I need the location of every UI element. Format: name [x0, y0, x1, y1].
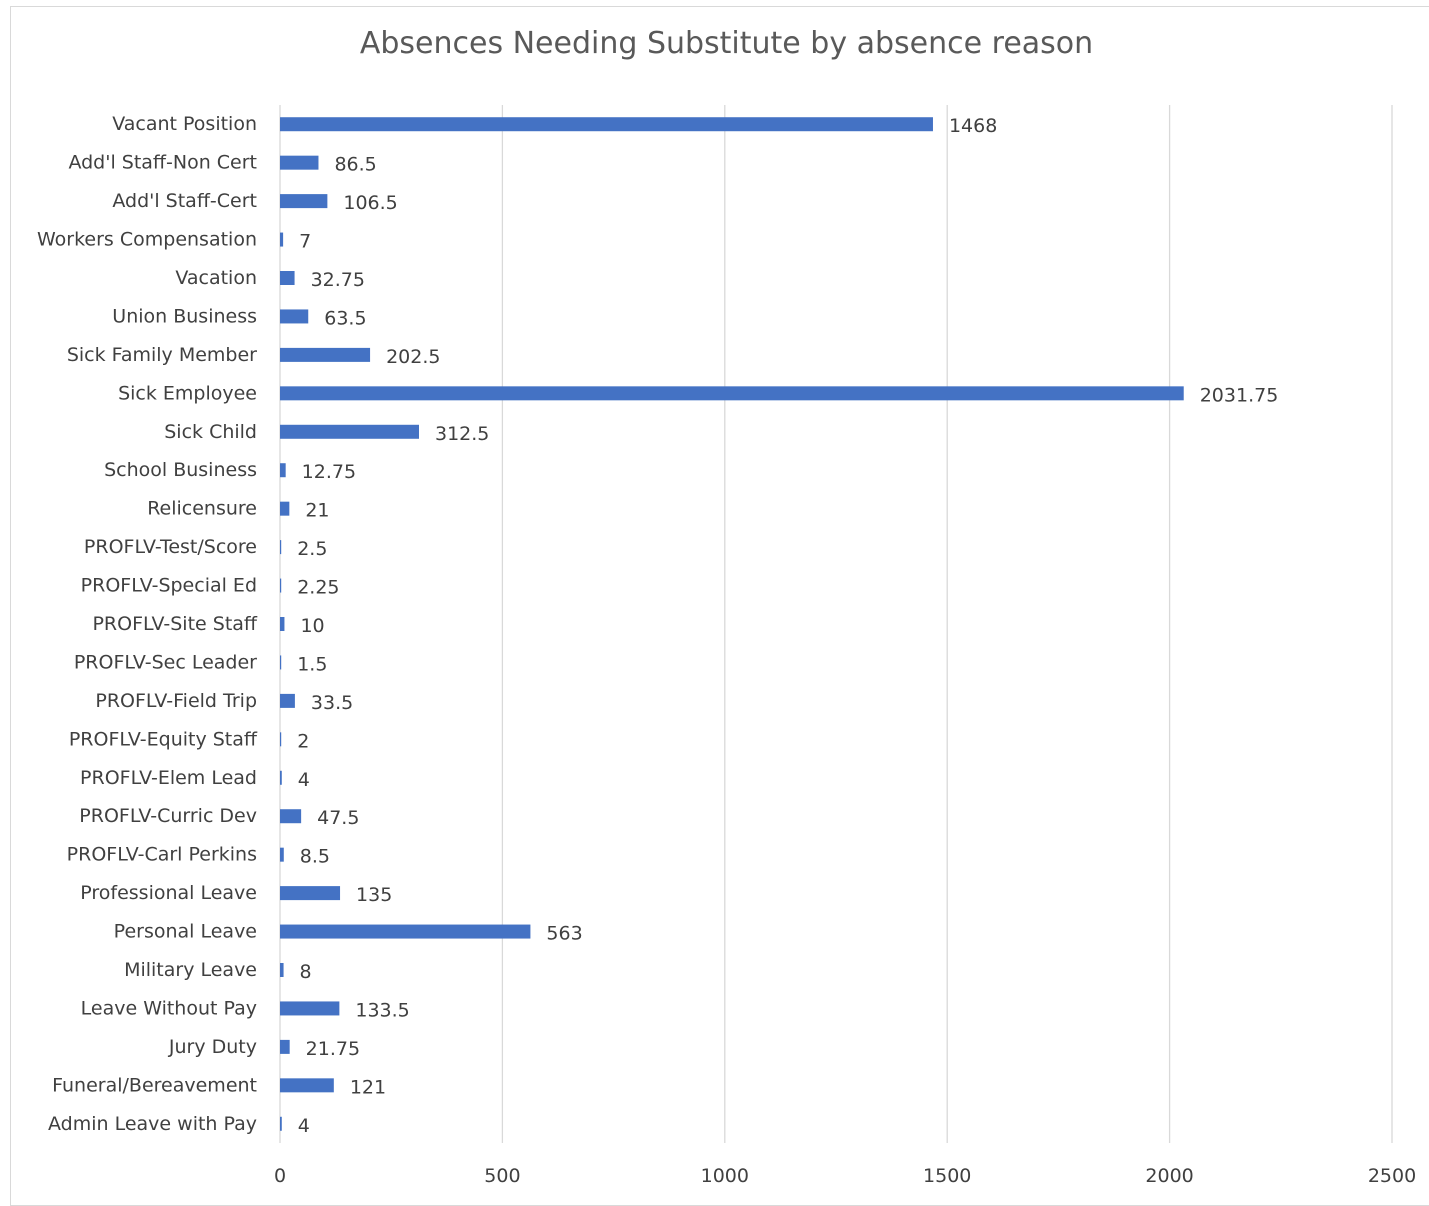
category-label: Union Business [112, 305, 257, 327]
x-tick-label: 1000 [701, 1165, 749, 1187]
bar [280, 386, 1184, 401]
bar [280, 1001, 340, 1016]
data-label: 133.5 [355, 999, 409, 1021]
bar [280, 1039, 290, 1054]
x-tick-label: 500 [484, 1165, 520, 1187]
data-label: 21 [305, 500, 329, 522]
data-label: 8 [300, 961, 312, 983]
category-label: PROFLV-Elem Lead [80, 767, 257, 789]
data-labels: 1468 86.5 106.5 732.75 63.5 202.5 2031.75 312.5… [297, 115, 1278, 1137]
category-label: PROFLV-Equity Staff [69, 728, 258, 750]
bar [280, 924, 531, 939]
bar [280, 617, 285, 631]
bar [280, 309, 309, 324]
category-label: Workers Compensation [37, 229, 257, 251]
category-label: PROFLV-Sec Leader [74, 651, 257, 673]
bar [280, 770, 282, 785]
category-label: Sick Child [164, 421, 257, 443]
data-label: 47.5 [317, 807, 359, 829]
data-label: 1468 [949, 115, 997, 137]
chart-frame [10, 6, 1429, 1206]
category-label: Professional Leave [80, 882, 257, 904]
bar [280, 886, 341, 901]
category-label: Add'l Staff-Cert [112, 190, 257, 212]
bar [280, 963, 284, 977]
category-label: PROFLV-Carl Perkins [67, 844, 257, 866]
data-label: 12.75 [302, 461, 356, 483]
bar [280, 155, 319, 170]
bar [280, 847, 284, 862]
x-tick-label: 0 [274, 1165, 286, 1187]
x-tick-label: 2500 [1368, 1165, 1416, 1187]
data-label: 202.5 [386, 346, 440, 368]
data-label: 121 [350, 1076, 386, 1098]
data-label: 563 [546, 923, 582, 945]
bar [280, 117, 933, 132]
category-label: Relicensure [147, 498, 257, 520]
bar [280, 501, 290, 516]
category-label: PROFLV-Site Staff [92, 613, 257, 635]
bar [280, 540, 282, 555]
bar [280, 578, 282, 593]
bar [280, 194, 328, 209]
category-label: School Business [104, 459, 257, 481]
category-label: Military Leave [124, 959, 257, 981]
category-label: PROFLV-Test/Score [84, 536, 257, 558]
data-label: 312.5 [435, 423, 489, 445]
category-labels: Vacant Position Add'l Staff-Non Cert Add'l… [37, 113, 258, 1135]
bar [280, 424, 419, 439]
bar [280, 809, 302, 824]
category-label: Add'l Staff-Non Cert [68, 152, 257, 174]
category-label: Funeral/Bereavement [52, 1074, 257, 1096]
data-label: 135 [356, 884, 392, 906]
bar [280, 463, 286, 478]
bar [280, 1116, 282, 1131]
category-label: Leave Without Pay [81, 997, 257, 1019]
category-label: Vacation [175, 267, 257, 289]
bar [280, 693, 295, 708]
category-label: PROFLV-Field Trip [95, 690, 257, 712]
bar [280, 1078, 334, 1093]
category-label: Personal Leave [114, 921, 257, 943]
data-label: 7 [299, 231, 311, 253]
category-label: Vacant Position [112, 113, 257, 135]
category-label: Admin Leave with Pay [48, 1113, 257, 1135]
data-label: 10 [300, 615, 324, 637]
category-label: Sick Family Member [67, 344, 257, 366]
bars [280, 117, 1184, 1131]
category-label: PROFLV-Curric Dev [79, 805, 257, 827]
bar [280, 655, 282, 670]
data-label: 2.25 [297, 577, 339, 599]
chart-title: Absences Needing Substitute by absence r… [359, 26, 1094, 61]
bar [280, 732, 282, 747]
data-label: 106.5 [343, 192, 397, 214]
data-label: 2 [297, 730, 309, 752]
bar [280, 271, 295, 285]
x-axis-ticks: 0 500 1000 1500 2000 2500 [274, 1165, 1416, 1187]
x-tick-label: 2000 [1145, 1165, 1193, 1187]
data-label: 4 [298, 769, 310, 791]
data-label: 8.5 [300, 846, 330, 868]
data-label: 4 [298, 1115, 310, 1137]
data-label: 32.75 [311, 269, 365, 291]
bar [280, 232, 284, 247]
data-label: 86.5 [334, 154, 376, 176]
data-label: 33.5 [311, 692, 353, 714]
category-label: Jury Duty [168, 1036, 257, 1058]
data-label: 2.5 [297, 538, 327, 560]
bar [280, 347, 371, 362]
data-label: 21.75 [306, 1038, 360, 1060]
category-label: Sick Employee [118, 382, 257, 404]
x-tick-label: 1500 [923, 1165, 971, 1187]
category-label: PROFLV-Special Ed [81, 575, 257, 597]
data-label: 63.5 [324, 307, 366, 329]
gridlines [279, 105, 1393, 1143]
data-label: 2031.75 [1200, 384, 1279, 406]
data-label: 1.5 [297, 653, 327, 675]
